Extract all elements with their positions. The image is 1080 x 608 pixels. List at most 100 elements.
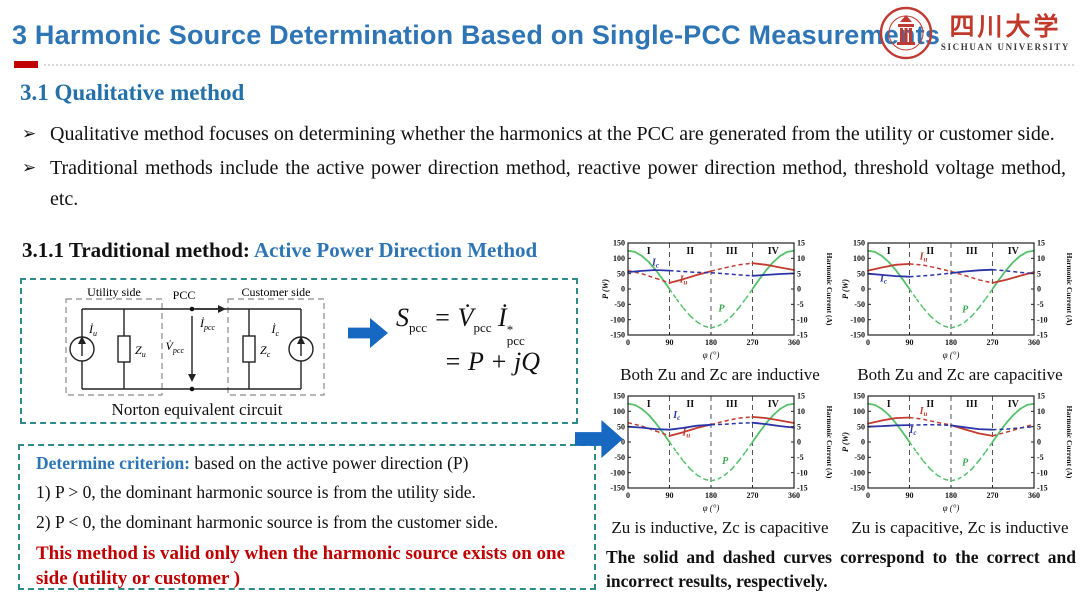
svg-text:φ (°): φ (°) — [943, 350, 960, 360]
svg-text:0: 0 — [797, 285, 801, 294]
bullet-arrow-icon: ➢ — [22, 158, 37, 177]
chart-both-capacitive: I II III IV 150 100 50 0 -50 -100 -150 15 10 5 0 -5 -10-… — [840, 237, 1080, 385]
svg-text:III: III — [726, 399, 738, 410]
svg-text:15: 15 — [1037, 239, 1045, 248]
svg-text:III: III — [966, 399, 978, 410]
svg-text:Harmonic Current (A): Harmonic Current (A) — [1065, 406, 1074, 479]
svg-text:P: P — [718, 304, 725, 315]
logo-text: 四川大学 SICHUAN UNIVERSITY — [941, 15, 1070, 52]
svg-text:Iu: Iu — [919, 252, 928, 264]
svg-text:150: 150 — [613, 239, 625, 248]
svg-text:5: 5 — [1037, 269, 1041, 278]
svg-text:360: 360 — [788, 491, 800, 500]
criterion-item-2: 2) P < 0, the dominant harmonic source i… — [36, 512, 499, 532]
svg-text:IV: IV — [768, 246, 780, 257]
chart-caption: Both Zu and Zc are inductive — [620, 365, 820, 384]
svg-text:360: 360 — [788, 338, 800, 347]
criterion-intro-text: based on the active power direction (P) — [190, 453, 469, 473]
svg-text:0: 0 — [626, 491, 630, 500]
svg-text:I: I — [647, 399, 651, 410]
svg-text:P: P — [962, 304, 969, 315]
equation-line-2: = P + jQ — [444, 347, 541, 376]
harmonic-chart-svg: I II III IV150100500-50-100-150151050-5-10-… — [840, 392, 1074, 513]
subsection-highlight: Active Power Direction Method — [254, 238, 538, 262]
svg-text:-50: -50 — [614, 453, 625, 462]
svg-text:IV: IV — [768, 399, 780, 410]
bullet-text: Qualitative method focuses on determinin… — [50, 123, 1055, 145]
svg-text:IV: IV — [1008, 246, 1020, 257]
svg-text:Harmonic Current (A): Harmonic Current (A) — [825, 406, 834, 479]
red-accent-dash — [14, 61, 38, 68]
svg-text:-15: -15 — [797, 484, 808, 493]
subsection-prefix: 3.1.1 Traditional method: — [22, 238, 254, 262]
svg-text:-150: -150 — [850, 331, 865, 340]
criterion-item-1: 1) P > 0, the dominant harmonic source i… — [36, 482, 476, 502]
svg-text:-100: -100 — [850, 468, 865, 477]
university-logo: 四川大学 SICHUAN UNIVERSITY — [879, 6, 1070, 60]
svg-text:-150: -150 — [610, 484, 625, 493]
svg-text:-5: -5 — [1037, 300, 1044, 309]
logo-english-name: SICHUAN UNIVERSITY — [940, 41, 1070, 52]
svg-text:-15: -15 — [1037, 484, 1048, 493]
utility-impedance — [117, 335, 131, 363]
svg-text:270: 270 — [747, 491, 759, 500]
svg-text:180: 180 — [945, 338, 957, 347]
svg-text:-5: -5 — [797, 300, 804, 309]
svg-text:III: III — [726, 246, 738, 257]
ic-label: İc — [270, 322, 279, 338]
criterion-intro: Determine criterion: based on the active… — [36, 453, 578, 474]
svg-text:-5: -5 — [1037, 453, 1044, 462]
svg-text:P (W): P (W) — [600, 279, 610, 299]
svg-text:IV: IV — [1008, 399, 1020, 410]
svg-text:180: 180 — [945, 491, 957, 500]
harmonic-chart-svg: I II III IV150100500-50-100-150151050-5-10-… — [600, 392, 834, 513]
svg-text:Harmonic Current (A): Harmonic Current (A) — [1065, 253, 1074, 326]
svg-text:0: 0 — [626, 338, 630, 347]
bullet-item-1: ➢ Qualitative method focuses on determin… — [22, 119, 1066, 150]
svg-text:5: 5 — [797, 269, 801, 278]
svg-text:100: 100 — [613, 407, 625, 416]
determine-criterion-panel: Determine criterion: based on the active… — [18, 444, 596, 590]
customer-side-label: Customer side — [242, 286, 311, 299]
svg-text:Harmonic Current (A): Harmonic Current (A) — [825, 253, 834, 326]
svg-text:-15: -15 — [797, 331, 808, 340]
svg-text:φ (°): φ (°) — [703, 503, 720, 513]
chart-zu-inductive-zc-capacitive: I II III IV 150 100 50 0 -50 -100 -150 15 10 5 0 -5 -10-… — [600, 390, 840, 538]
svg-text:-100: -100 — [610, 315, 625, 324]
bullet-text: Traditional methods include the active p… — [50, 157, 1066, 210]
svg-text:II: II — [926, 246, 934, 257]
norton-circuit-diagram: Utility side Customer side İu Zu PCC İpc… — [65, 286, 325, 396]
norton-circuit-panel: Utility side Customer side İu Zu PCC İpc… — [20, 278, 578, 424]
svg-text:P: P — [722, 456, 729, 467]
svg-text:0: 0 — [621, 438, 625, 447]
svg-text:III: III — [966, 246, 978, 257]
logo-chinese-name: 四川大学 — [949, 13, 1062, 41]
svg-text:50: 50 — [617, 422, 625, 431]
zc-label: Zc — [260, 343, 271, 359]
svg-text:270: 270 — [747, 338, 759, 347]
equation-line-1: Spcc = V̇pcc İ * pcc — [396, 303, 525, 348]
svg-text:-15: -15 — [1037, 331, 1048, 340]
svg-text:P: P — [962, 457, 969, 468]
svg-text:Ic: Ic — [651, 258, 659, 270]
header-divider — [44, 64, 1074, 66]
harmonic-chart-svg: I II III IV150100500-50-100-150151050-5-10-… — [840, 239, 1074, 360]
svg-text:I: I — [887, 399, 891, 410]
svg-text:φ (°): φ (°) — [943, 503, 960, 513]
circuit-caption: Norton equivalent circuit — [111, 400, 283, 419]
svg-text:50: 50 — [857, 269, 865, 278]
svg-text:-10: -10 — [1037, 315, 1048, 324]
svg-text:-5: -5 — [797, 453, 804, 462]
svg-text:90: 90 — [666, 338, 674, 347]
iu-label: İu — [88, 322, 97, 338]
bullet-list: ➢ Qualitative method focuses on determin… — [22, 119, 1066, 218]
svg-text:II: II — [686, 399, 694, 410]
svg-text:φ (°): φ (°) — [703, 350, 720, 360]
svg-text:5: 5 — [797, 422, 801, 431]
chart-caption: Both Zu and Zc are capacitive — [857, 365, 1063, 384]
bullet-arrow-icon: ➢ — [22, 124, 37, 143]
svg-text:0: 0 — [866, 338, 870, 347]
svg-text:-10: -10 — [797, 468, 808, 477]
chart-caption: Zu is inductive, Zc is capacitive — [611, 518, 829, 537]
